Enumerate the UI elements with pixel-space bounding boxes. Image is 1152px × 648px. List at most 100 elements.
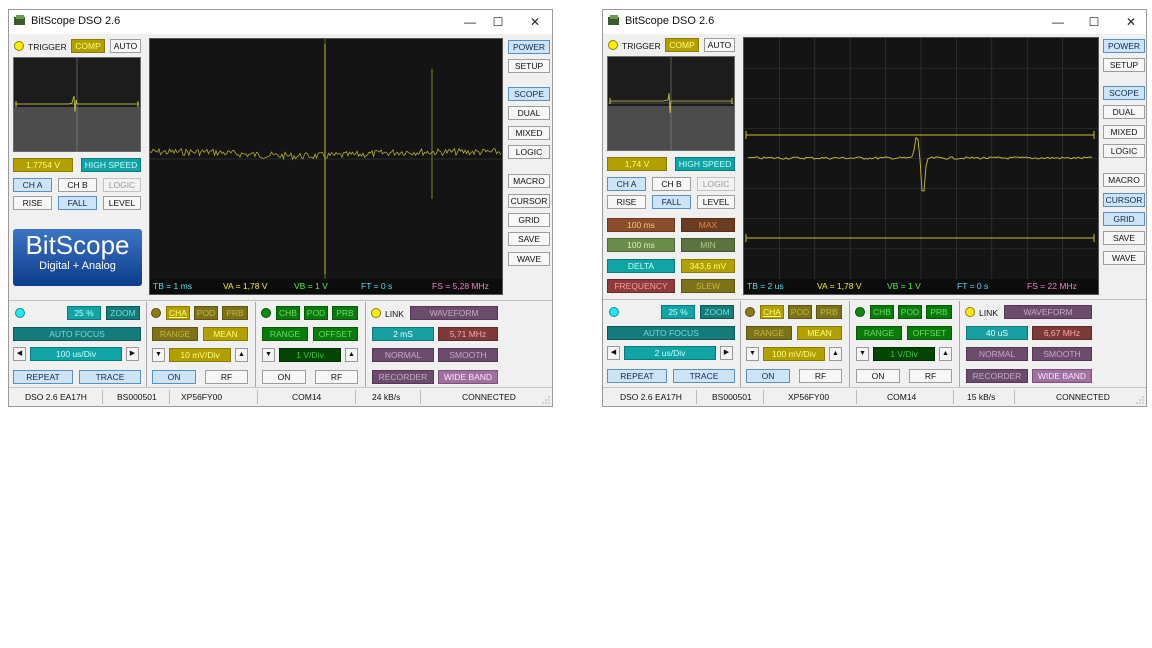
fall-button[interactable]: FALL (652, 195, 691, 209)
cha-mean-button[interactable]: MEAN (203, 327, 248, 341)
power-button[interactable]: POWER (508, 40, 550, 54)
waveform-button[interactable]: WAVEFORM (410, 306, 498, 320)
rise-button[interactable]: RISE (607, 195, 646, 209)
high-speed-button[interactable]: HIGH SPEED (675, 157, 735, 171)
frequency-button[interactable]: FREQUENCY (607, 279, 675, 293)
cha-volts-per-div[interactable]: 10 mV/Div (169, 348, 231, 362)
zoom-button[interactable]: ZOOM (700, 305, 734, 319)
smooth-button[interactable]: SMOOTH (1032, 347, 1092, 361)
scope-button[interactable]: SCOPE (508, 87, 550, 101)
trigger-voltage[interactable]: 1,74 V (607, 157, 667, 171)
dual-button[interactable]: DUAL (1103, 105, 1145, 119)
auto-focus-button[interactable]: AUTO FOCUS (607, 326, 735, 340)
recorder-button[interactable]: RECORDER (372, 370, 434, 384)
maximize-icon[interactable]: ☐ (492, 15, 504, 29)
trace-button[interactable]: TRACE (673, 369, 735, 383)
mixed-button[interactable]: MIXED (1103, 125, 1145, 139)
auto-button[interactable]: AUTO (704, 38, 735, 52)
comp-button[interactable]: COMP (665, 38, 699, 52)
zoom-percent[interactable]: 25 % (67, 306, 101, 320)
cha-arrow-down-icon[interactable]: ▼ (152, 348, 165, 362)
title-bar[interactable]: BitScope DSO 2.6 — ☐ ✕ (603, 10, 1146, 34)
chb-pod-button[interactable]: POD (898, 305, 922, 319)
macro-button[interactable]: MACRO (508, 174, 550, 188)
chb-offset-button[interactable]: OFFSET (313, 327, 358, 341)
ch-a-button[interactable]: CH A (13, 178, 52, 192)
save-button[interactable]: SAVE (1103, 231, 1145, 245)
chb-arrow-up-icon[interactable]: ▲ (939, 347, 952, 361)
cursor-button[interactable]: CURSOR (1103, 193, 1145, 207)
scope-button[interactable]: SCOPE (1103, 86, 1145, 100)
high-speed-button[interactable]: HIGH SPEED (81, 158, 141, 172)
zoom-button[interactable]: ZOOM (106, 306, 140, 320)
min-button[interactable]: MIN (681, 238, 735, 252)
arrow-right-icon[interactable]: ▶ (720, 346, 733, 360)
resize-grip-icon[interactable] (1136, 396, 1144, 404)
grid-button[interactable]: GRID (508, 213, 550, 227)
close-icon[interactable]: ✕ (529, 15, 541, 29)
chb-rf-button[interactable]: RF (315, 370, 358, 384)
title-bar[interactable]: BitScope DSO 2.6 — ☐ ✕ (9, 10, 552, 34)
scope-display[interactable]: TB = 2 us VA = 1,78 V VB = 1 V FT = 0 s … (743, 37, 1099, 295)
chb-volts-per-div[interactable]: 1 V/Div (873, 347, 935, 361)
ch-a-button[interactable]: CH A (607, 177, 646, 191)
arrow-left-icon[interactable]: ◀ (13, 347, 26, 361)
scope-display[interactable]: TB = 1 ms VA = 1,78 V VB = 1 V FT = 0 s … (149, 38, 503, 295)
grid-button[interactable]: GRID (1103, 212, 1145, 226)
chb-range-button[interactable]: RANGE (856, 326, 902, 340)
cha-on-button[interactable]: ON (152, 370, 196, 384)
logic-button[interactable]: LOGIC (508, 145, 550, 159)
chb-on-button[interactable]: ON (262, 370, 306, 384)
cha-rf-button[interactable]: RF (205, 370, 248, 384)
timebase-value[interactable]: 2 us/Div (624, 346, 716, 360)
ch-b-button[interactable]: CH B (652, 177, 691, 191)
macro-button[interactable]: MACRO (1103, 173, 1145, 187)
logic-trigger-button[interactable]: LOGIC (697, 177, 735, 191)
maximize-icon[interactable]: ☐ (1088, 15, 1100, 29)
cursor-button[interactable]: CURSOR (508, 194, 550, 208)
waveform-period[interactable]: 40 uS (966, 326, 1028, 340)
timebase-value[interactable]: 100 us/Div (30, 347, 122, 361)
resize-grip-icon[interactable] (542, 396, 550, 404)
wide-band-button[interactable]: WIDE BAND (1032, 369, 1092, 383)
waveform-period[interactable]: 2 mS (372, 327, 434, 341)
chb-offset-button[interactable]: OFFSET (907, 326, 952, 340)
setup-button[interactable]: SETUP (508, 59, 550, 73)
repeat-button[interactable]: REPEAT (607, 369, 667, 383)
dual-button[interactable]: DUAL (508, 106, 550, 120)
chb-on-button[interactable]: ON (856, 369, 900, 383)
cha-prb-button[interactable]: PRB (222, 306, 248, 320)
recorder-button[interactable]: RECORDER (966, 369, 1028, 383)
logic-button[interactable]: LOGIC (1103, 144, 1145, 158)
arrow-left-icon[interactable]: ◀ (607, 346, 620, 360)
minimize-icon[interactable]: — (464, 15, 476, 29)
rise-button[interactable]: RISE (13, 196, 52, 210)
cha-range-button[interactable]: RANGE (746, 326, 792, 340)
minimize-icon[interactable]: — (1052, 15, 1064, 29)
cha-volts-per-div[interactable]: 100 mV/Div (763, 347, 825, 361)
slew-button[interactable]: SLEW (681, 279, 735, 293)
setup-button[interactable]: SETUP (1103, 58, 1145, 72)
arrow-right-icon[interactable]: ▶ (126, 347, 139, 361)
cha-range-button[interactable]: RANGE (152, 327, 198, 341)
smooth-button[interactable]: SMOOTH (438, 348, 498, 362)
chb-prb-button[interactable]: PRB (926, 305, 952, 319)
fall-button[interactable]: FALL (58, 196, 97, 210)
cha-on-button[interactable]: ON (746, 369, 790, 383)
cha-pod-button[interactable]: POD (788, 305, 812, 319)
cha-pod-button[interactable]: POD (194, 306, 218, 320)
delta-value[interactable]: 343,6 mV (681, 259, 735, 273)
wave-button[interactable]: WAVE (1103, 251, 1145, 265)
chb-arrow-down-icon[interactable]: ▼ (262, 348, 275, 362)
auto-button[interactable]: AUTO (110, 39, 141, 53)
chb-pod-button[interactable]: POD (304, 306, 328, 320)
power-button[interactable]: POWER (1103, 39, 1145, 53)
chb-arrow-down-icon[interactable]: ▼ (856, 347, 869, 361)
cha-arrow-down-icon[interactable]: ▼ (746, 347, 759, 361)
trace-button[interactable]: TRACE (79, 370, 141, 384)
wide-band-button[interactable]: WIDE BAND (438, 370, 498, 384)
cha-arrow-up-icon[interactable]: ▲ (235, 348, 248, 362)
comp-button[interactable]: COMP (71, 39, 105, 53)
waveform-frequency[interactable]: 5,71 MHz (438, 327, 498, 341)
auto-focus-button[interactable]: AUTO FOCUS (13, 327, 141, 341)
